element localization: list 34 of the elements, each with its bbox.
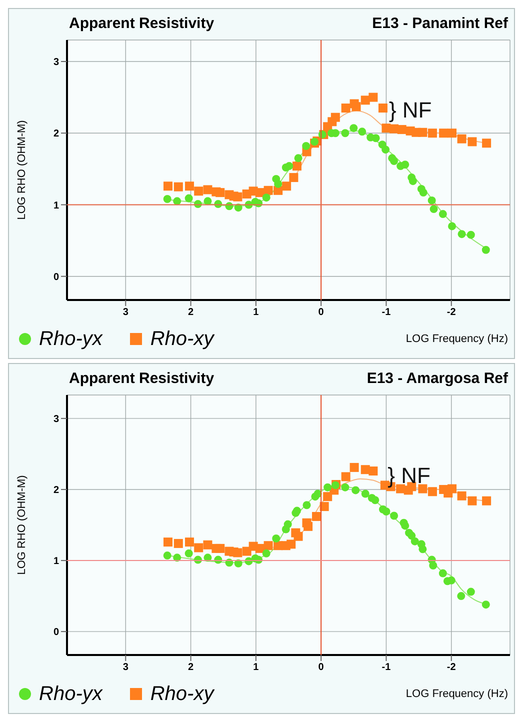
chart-subtitle: E13 - Amargosa Ref: [366, 370, 508, 387]
x-tick-label: -1: [382, 662, 392, 674]
y-tick-label: 2: [53, 128, 60, 140]
x-tick-label: 0: [318, 662, 324, 674]
chart-title: Apparent Resistivity: [69, 15, 214, 32]
chart-subtitle: E13 - Panamint Ref: [372, 15, 508, 32]
legend-label: Rho-xy: [149, 682, 214, 706]
chart-title: Apparent Resistivity: [69, 370, 214, 387]
x-axis-title: LOG Frequency (Hz): [406, 333, 508, 345]
y-tick-label: 2: [53, 485, 60, 496]
annotation: } NF: [388, 97, 432, 122]
y-axis-title: LOG RHO (OHM-M): [16, 120, 28, 220]
y-tick-label: 3: [53, 57, 60, 68]
legend-label: Rho-xy: [149, 328, 214, 350]
y-tick-label: 1: [53, 200, 60, 212]
x-axis-title: LOG Frequency (Hz): [406, 688, 508, 700]
y-axis-title: LOG RHO (OHM-M): [16, 475, 28, 575]
y-tick-label: 1: [53, 556, 60, 568]
y-tick-label: 0: [53, 627, 60, 638]
y-tick-label: 3: [53, 414, 60, 425]
y-tick-label: 0: [53, 272, 60, 283]
x-tick-label: 3: [122, 662, 129, 674]
legend-label: Rho-yx: [38, 328, 102, 350]
x-tick-label: 1: [253, 307, 260, 318]
x-tick-label: -1: [382, 307, 392, 318]
x-tick-label: 0: [318, 307, 324, 318]
x-tick-label: -2: [446, 662, 456, 674]
x-tick-label: 2: [188, 307, 194, 318]
legend-label: Rho-yx: [38, 682, 102, 706]
x-tick-label: -2: [446, 307, 456, 318]
x-tick-label: 2: [188, 662, 194, 674]
annotation: } NF: [388, 463, 430, 488]
x-tick-label: 1: [253, 662, 260, 674]
x-tick-label: 3: [122, 307, 129, 318]
